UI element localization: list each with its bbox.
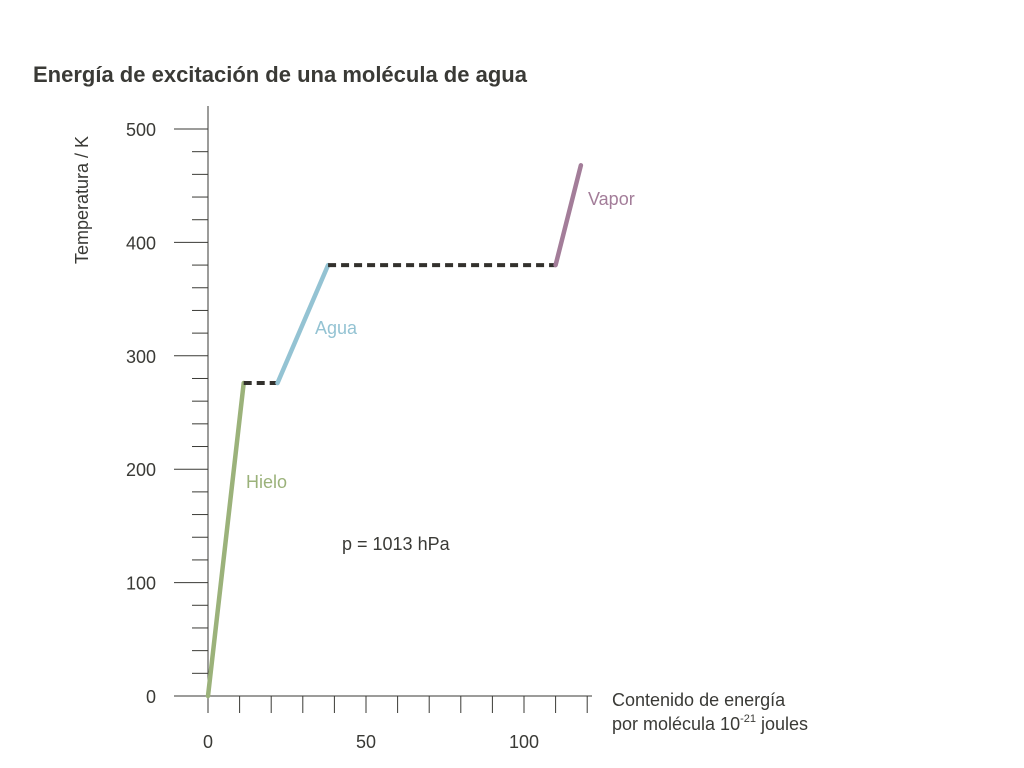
x-tick-label: 100 bbox=[509, 732, 539, 752]
chart-title: Energía de excitación de una molécula de… bbox=[33, 62, 527, 87]
y-tick-label: 400 bbox=[126, 233, 156, 253]
x-axis-label-prefix: por molécula 10 bbox=[612, 714, 741, 734]
y-tick-label: 300 bbox=[126, 347, 156, 367]
series-hielo bbox=[205, 380, 246, 699]
y-tick-label: 100 bbox=[126, 574, 156, 594]
y-tick-label: 0 bbox=[146, 687, 156, 707]
y-tick-label: 200 bbox=[126, 460, 156, 480]
x-axis-label-suffix: joules bbox=[755, 714, 809, 734]
x-axis-label-line2: por molécula 10-21 joules bbox=[612, 712, 808, 736]
x-axis-label: Contenido de energía por molécula 10-21 … bbox=[612, 688, 808, 736]
y-axis-label: Temperatura / K bbox=[72, 136, 92, 264]
series-label-agua: Agua bbox=[315, 318, 358, 338]
series-label-vapor: Vapor bbox=[588, 189, 635, 209]
x-axis-label-exponent: -21 bbox=[740, 713, 756, 725]
series-agua bbox=[275, 262, 331, 386]
x-axis-label-line1: Contenido de energía bbox=[612, 690, 786, 710]
x-tick-label: 0 bbox=[203, 732, 213, 752]
y-tick-label: 500 bbox=[126, 120, 156, 140]
pressure-annotation: p = 1013 hPa bbox=[342, 534, 451, 554]
series-vapor bbox=[553, 163, 584, 268]
x-tick-label: 50 bbox=[356, 732, 376, 752]
series-label-hielo: Hielo bbox=[246, 472, 287, 492]
